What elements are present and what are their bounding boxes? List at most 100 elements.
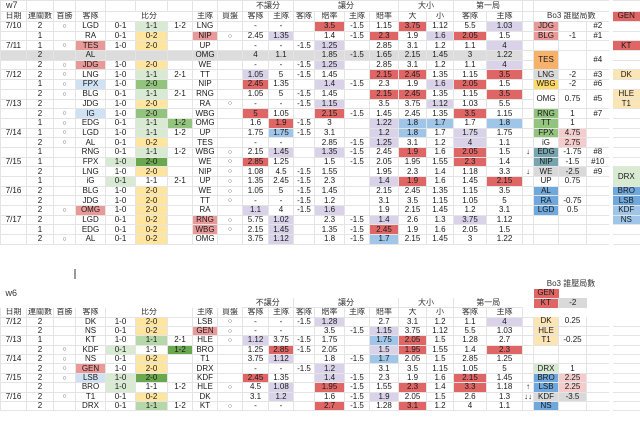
cell-date[interactable] bbox=[0, 234, 27, 245]
cell-trend-arrow[interactable] bbox=[522, 224, 534, 236]
cell-first-win[interactable] bbox=[53, 316, 76, 327]
cell-streak[interactable]: 1 bbox=[26, 127, 54, 139]
cell-score-1[interactable]: 1-0 bbox=[105, 156, 136, 168]
cell-score-2[interactable]: 1-1 bbox=[135, 127, 168, 139]
cell-g1-away[interactable]: 1.1 bbox=[453, 59, 487, 71]
cell-bo3-team[interactable] bbox=[533, 224, 559, 236]
cell-streak[interactable]: 2 bbox=[26, 354, 54, 365]
cell-hc-home-odds[interactable]: 2.85 bbox=[369, 59, 399, 71]
cell-hc-away[interactable]: -1.5 bbox=[293, 166, 315, 177]
cell-score-3[interactable] bbox=[167, 30, 193, 42]
cell-streak[interactable]: 2 bbox=[26, 391, 54, 403]
cell-bo3-rank[interactable] bbox=[585, 176, 610, 187]
cell-g1-home[interactable]: 3.5 bbox=[486, 69, 523, 81]
cell-ml-home[interactable]: 1.08 bbox=[268, 382, 294, 393]
cell-score-2[interactable]: 2-0 bbox=[135, 108, 168, 119]
cell-hc-home[interactable] bbox=[344, 69, 370, 81]
cell-g1-away[interactable]: 3.3 bbox=[453, 382, 487, 393]
cell-score-3[interactable] bbox=[167, 316, 193, 327]
cell-score-1[interactable]: 0-1 bbox=[105, 137, 136, 148]
cell-hc-away[interactable]: -1.5 bbox=[293, 117, 315, 129]
cell-score-1[interactable]: 0-1 bbox=[105, 325, 136, 337]
cell-right-team[interactable] bbox=[612, 108, 640, 119]
cell-right-team[interactable] bbox=[612, 156, 640, 168]
cell-hc-home[interactable] bbox=[344, 88, 370, 100]
cell-first-win[interactable] bbox=[53, 325, 76, 337]
cell-bo3-line[interactable] bbox=[558, 21, 587, 32]
cell-g1-home[interactable]: 1.15 bbox=[486, 108, 523, 119]
cell-right-team[interactable] bbox=[612, 400, 640, 412]
cell-ml-home[interactable]: 1.1 bbox=[268, 50, 294, 61]
cell-hc-away-odds[interactable]: 1.6 bbox=[314, 205, 345, 216]
cell-bet-mark[interactable] bbox=[217, 234, 243, 245]
cell-right-team[interactable] bbox=[612, 335, 640, 346]
cell-hc-home-odds[interactable]: 1.95 bbox=[369, 166, 399, 177]
cell-score-3[interactable] bbox=[167, 224, 193, 236]
cell-first-win[interactable]: ○ bbox=[53, 79, 76, 90]
cell-g1-home[interactable]: 3.5 bbox=[486, 88, 523, 100]
cell-first-win[interactable] bbox=[53, 98, 76, 110]
cell-bet-mark[interactable]: ○ bbox=[217, 224, 243, 236]
cell-over[interactable]: 3.5 bbox=[398, 195, 427, 207]
cell-away-team[interactable]: AL bbox=[75, 137, 106, 148]
cell-away-team[interactable]: GEN bbox=[75, 363, 106, 374]
cell-first-win[interactable] bbox=[53, 50, 76, 61]
cell-ml-away[interactable]: 2.85 bbox=[242, 156, 269, 168]
cell-score-2[interactable]: 2-0 bbox=[135, 166, 168, 177]
cell-date[interactable]: 7/15 bbox=[0, 156, 27, 168]
cell-hc-away[interactable] bbox=[293, 137, 315, 148]
cell-hc-home-odds[interactable]: 3.5 bbox=[369, 98, 399, 110]
cell-hc-away-odds[interactable]: 1.15 bbox=[314, 98, 345, 110]
cell-score-2[interactable]: 0-2 bbox=[135, 354, 168, 365]
cell-score-2[interactable]: 0-2 bbox=[135, 214, 168, 226]
cell-trend-arrow[interactable] bbox=[522, 50, 534, 61]
cell-bo3-line[interactable]: 0.75 bbox=[558, 88, 587, 110]
cell-date[interactable]: 7/13 bbox=[0, 335, 27, 346]
cell-date[interactable] bbox=[0, 30, 27, 42]
cell-score-3[interactable]: 2-1 bbox=[167, 88, 193, 100]
cell-score-2[interactable]: 1-1 bbox=[135, 88, 168, 100]
cell-under[interactable]: 1.12 bbox=[426, 21, 454, 32]
cell-bo3-team[interactable]: KDF bbox=[533, 391, 559, 403]
cell-under[interactable]: 1.2 bbox=[426, 59, 454, 71]
cell-ml-home[interactable]: - bbox=[268, 98, 294, 110]
cell-score-3[interactable] bbox=[167, 98, 193, 110]
cell-score-2[interactable]: 2-0 bbox=[135, 372, 168, 384]
cell-hc-home-odds[interactable]: 2.05 bbox=[369, 156, 399, 168]
cell-score-1[interactable]: 1-0 bbox=[105, 195, 136, 207]
cell-home-team[interactable]: WBG bbox=[192, 108, 218, 119]
cell-away-team[interactable]: NS bbox=[75, 354, 106, 365]
cell-hc-away-odds[interactable]: 3 bbox=[314, 117, 345, 129]
cell-over[interactable]: 1.9 bbox=[398, 146, 427, 158]
cell-score-3[interactable] bbox=[167, 59, 193, 71]
cell-first-win[interactable]: ○ bbox=[53, 127, 76, 139]
cell-ml-away[interactable]: - bbox=[242, 325, 269, 337]
cell-ml-home[interactable]: 1.02 bbox=[268, 214, 294, 226]
cell-ml-away[interactable]: - bbox=[242, 137, 269, 148]
cell-away-team[interactable]: LNG bbox=[75, 166, 106, 177]
cell-home-team[interactable]: KT bbox=[192, 400, 218, 412]
cell-g1-away[interactable]: 1.05 bbox=[453, 363, 487, 374]
cell-bo3-line[interactable] bbox=[558, 50, 587, 71]
cell-ml-away[interactable]: - bbox=[242, 40, 269, 52]
cell-date[interactable] bbox=[0, 137, 27, 148]
cell-g1-home[interactable]: 4 bbox=[486, 59, 523, 71]
cell-g1-away[interactable]: 1.15 bbox=[453, 88, 487, 100]
cell-ml-home[interactable]: 1.25 bbox=[268, 156, 294, 168]
cell-score-1[interactable]: 0-1 bbox=[105, 30, 136, 42]
cell-streak[interactable]: 2 bbox=[26, 50, 54, 61]
cell-g1-away[interactable]: 2.05 bbox=[453, 146, 487, 158]
cell-bet-mark[interactable] bbox=[217, 127, 243, 139]
cell-hc-home-odds[interactable]: 3.1 bbox=[369, 363, 399, 374]
cell-trend-arrow[interactable]: ↓ bbox=[522, 146, 534, 158]
cell-score-2[interactable]: 1-1 bbox=[135, 176, 168, 187]
cell-right-team[interactable] bbox=[612, 117, 640, 129]
cell-under[interactable]: 1.2 bbox=[426, 137, 454, 148]
cell-over[interactable]: 3.75 bbox=[398, 98, 427, 110]
cell-hc-home-odds[interactable]: 2.3 bbox=[369, 372, 399, 384]
cell-first-win[interactable]: ○ bbox=[53, 69, 76, 81]
cell-hc-home[interactable]: -1.5 bbox=[344, 382, 370, 393]
cell-ml-away[interactable]: - bbox=[242, 316, 269, 327]
cell-date[interactable]: 7/14 bbox=[0, 354, 27, 365]
cell-hc-away-odds[interactable]: 1.45 bbox=[314, 69, 345, 81]
